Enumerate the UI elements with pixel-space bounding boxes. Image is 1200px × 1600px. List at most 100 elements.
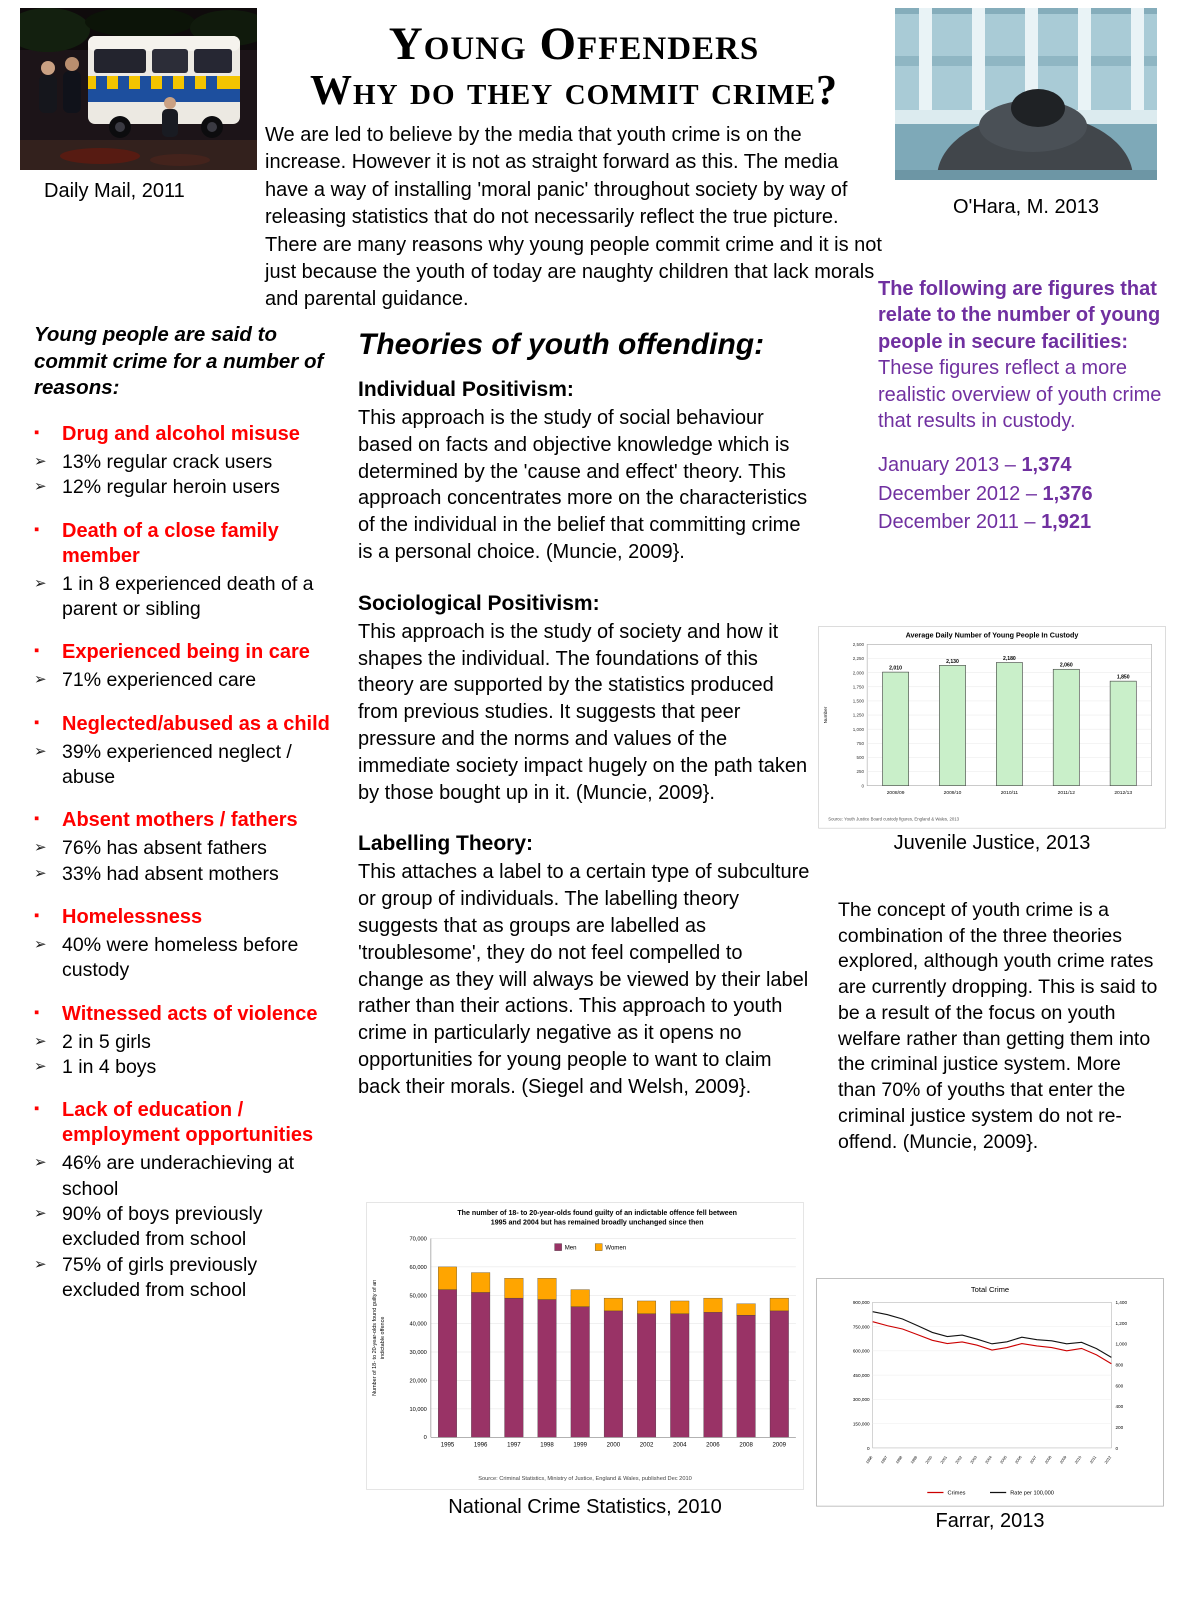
custody-chart: Average Daily Number of Young People In … (818, 626, 1166, 834)
svg-text:1996: 1996 (865, 1455, 873, 1464)
reason-education: ▪ Lack of education / employment opportun… (34, 1098, 334, 1303)
figures-lead-bold: The following are figures that relate to… (878, 278, 1161, 353)
indictable-chart: The number of 18- to 20-year-olds found … (366, 1202, 804, 1495)
custody-figures: January 2013 – 1,374 December 2012 – 1,3… (878, 452, 1162, 535)
svg-text:900,000: 900,000 (853, 1300, 870, 1305)
caption-ohara: O'Hara, M. 2013 (952, 196, 1100, 218)
square-bullet-icon: ▪ (34, 907, 40, 925)
svg-text:2009/10: 2009/10 (944, 790, 962, 796)
svg-text:150,000: 150,000 (853, 1421, 870, 1426)
arrow-bullet-icon: ➢ (34, 936, 47, 954)
square-bullet-icon: ▪ (34, 1003, 40, 1021)
poster-title: Young Offenders Why do they commit crime… (263, 19, 885, 113)
square-bullet-icon: ▪ (34, 423, 40, 441)
svg-text:2008: 2008 (739, 1441, 753, 1448)
svg-text:0: 0 (1115, 1446, 1118, 1451)
svg-text:indictable offence: indictable offence (380, 1317, 386, 1359)
svg-text:2009: 2009 (773, 1441, 787, 1448)
svg-text:2,500: 2,500 (853, 642, 865, 647)
svg-text:1,500: 1,500 (853, 699, 865, 704)
svg-text:Men: Men (565, 1245, 577, 1252)
figure-jan-2013: January 2013 – 1,374 (878, 454, 1072, 477)
theories-column: Theories of youth offending: Individual … (358, 328, 813, 1127)
square-bullet-icon: ▪ (34, 713, 40, 731)
svg-text:2,180: 2,180 (1003, 656, 1016, 662)
figures-panel: The following are figures that relate to… (878, 276, 1162, 538)
theory-individual-positivism: Individual Positivism: This approach is … (358, 378, 808, 563)
svg-text:Women: Women (605, 1245, 626, 1252)
intro-paragraph: We are led to believe by the media that … (265, 124, 882, 311)
svg-text:2,060: 2,060 (1060, 663, 1073, 669)
svg-text:2004: 2004 (985, 1455, 994, 1465)
figure-jan-2013-value: 1,374 (1021, 454, 1072, 477)
svg-text:2,010: 2,010 (889, 666, 902, 672)
arrow-bullet-icon: ➢ (34, 1255, 47, 1273)
svg-text:2,130: 2,130 (946, 659, 959, 665)
svg-text:2,250: 2,250 (853, 656, 865, 661)
svg-text:2011: 2011 (1089, 1455, 1097, 1464)
figures-lead-rest: These figures reflect a more realistic o… (878, 357, 1162, 432)
svg-text:Total Crime: Total Crime (971, 1285, 1009, 1294)
prisoner-photo (895, 8, 1157, 180)
arrow-bullet-icon: ➢ (34, 1058, 47, 1076)
reasons-column: Young people are said to commit crime fo… (34, 322, 334, 1321)
svg-text:1997: 1997 (880, 1455, 888, 1464)
arrow-bullet-icon: ➢ (34, 1154, 47, 1172)
svg-text:1,000: 1,000 (1115, 1342, 1127, 1347)
arrow-bullet-icon: ➢ (34, 574, 47, 592)
svg-text:1995 and 2004 but has remained: 1995 and 2004 but has remained broadly u… (491, 1218, 704, 1226)
caption-national-crime: National Crime Statistics, 2010 (448, 1496, 722, 1518)
reason-absent-parents: ▪ Absent mothers / fathers ➢ 76% has absen… (34, 808, 334, 887)
svg-text:450,000: 450,000 (853, 1373, 870, 1378)
svg-text:1,400: 1,400 (1115, 1300, 1127, 1305)
svg-text:2004: 2004 (673, 1441, 687, 1448)
svg-text:250: 250 (857, 769, 865, 774)
svg-text:200: 200 (1115, 1425, 1123, 1430)
svg-text:2010/11: 2010/11 (1001, 790, 1019, 796)
svg-text:500: 500 (857, 755, 865, 760)
svg-text:2000: 2000 (925, 1455, 933, 1464)
svg-text:2,000: 2,000 (853, 670, 865, 675)
reason-homelessness: ▪ Homelessness ➢ 40% were homeless before … (34, 905, 334, 984)
arrow-bullet-icon: ➢ (34, 1205, 47, 1223)
svg-text:400: 400 (1115, 1404, 1123, 1409)
svg-text:2000: 2000 (607, 1441, 621, 1448)
svg-text:Source: Youth Justice Board cu: Source: Youth Justice Board custody figu… (828, 816, 959, 821)
theory-sociological-positivism: Sociological Positivism: This approach i… (358, 591, 808, 804)
svg-text:60,000: 60,000 (410, 1265, 427, 1271)
svg-text:50,000: 50,000 (410, 1293, 427, 1299)
caption-daily-mail: Daily Mail, 2011 (44, 180, 185, 202)
svg-text:0: 0 (862, 783, 865, 788)
svg-text:2006: 2006 (706, 1441, 720, 1448)
svg-text:Crimes: Crimes (948, 1490, 966, 1496)
figures-lead: The following are figures that relate to… (878, 276, 1162, 434)
svg-text:1996: 1996 (474, 1441, 488, 1448)
svg-text:2010: 2010 (1074, 1455, 1082, 1464)
svg-text:300,000: 300,000 (853, 1397, 870, 1402)
svg-text:750,000: 750,000 (853, 1324, 870, 1329)
svg-text:10,000: 10,000 (410, 1407, 427, 1413)
svg-text:0: 0 (867, 1446, 870, 1451)
reason-violence: ▪ Witnessed acts of violence ➢ 2 in 5 girl… (34, 1002, 334, 1081)
svg-text:2008: 2008 (1044, 1455, 1052, 1464)
square-bullet-icon: ▪ (34, 810, 40, 828)
svg-text:70,000: 70,000 (410, 1237, 427, 1243)
svg-text:1,750: 1,750 (853, 684, 865, 689)
svg-text:600,000: 600,000 (853, 1349, 870, 1354)
figure-dec-2012: December 2012 – 1,376 (878, 482, 1093, 505)
reasons-heading: Young people are said to commit crime fo… (34, 323, 324, 400)
arrow-bullet-icon: ➢ (34, 478, 47, 496)
svg-text:2001: 2001 (940, 1455, 948, 1464)
svg-text:2009: 2009 (1059, 1455, 1067, 1464)
svg-text:2002: 2002 (955, 1455, 963, 1464)
theory-labelling: Labelling Theory: This attaches a label … (358, 832, 810, 1098)
svg-text:1997: 1997 (507, 1441, 521, 1448)
caption-juvenile-justice: Juvenile Justice, 2013 (893, 832, 1091, 854)
svg-text:2005: 2005 (1000, 1455, 1008, 1464)
svg-text:1998: 1998 (895, 1455, 903, 1464)
theories-heading: Theories of youth offending: (358, 328, 765, 361)
figure-dec-2012-value: 1,376 (1042, 482, 1093, 505)
svg-text:1,200: 1,200 (1115, 1321, 1127, 1326)
svg-text:2012: 2012 (1104, 1455, 1112, 1464)
svg-text:2012/13: 2012/13 (1114, 790, 1132, 796)
